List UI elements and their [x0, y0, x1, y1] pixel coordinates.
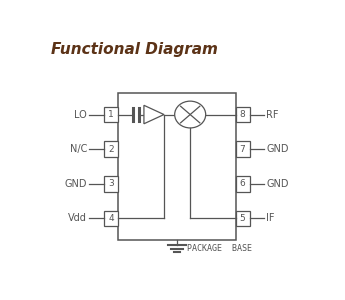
Bar — [236, 141, 249, 157]
Bar — [236, 176, 249, 192]
Text: 3: 3 — [108, 179, 114, 188]
Text: 6: 6 — [240, 179, 245, 188]
Bar — [104, 211, 118, 226]
Text: Vdd: Vdd — [68, 214, 87, 224]
Text: 2: 2 — [108, 145, 114, 154]
Bar — [104, 107, 118, 122]
Polygon shape — [144, 105, 164, 124]
Bar — [236, 211, 249, 226]
Circle shape — [175, 101, 206, 128]
Text: GND: GND — [65, 179, 87, 189]
Bar — [236, 107, 249, 122]
Text: 1: 1 — [108, 110, 114, 119]
Bar — [118, 93, 236, 240]
Text: RF: RF — [266, 110, 279, 119]
Text: 4: 4 — [108, 214, 114, 223]
Text: GND: GND — [266, 144, 289, 154]
Text: Functional Diagram: Functional Diagram — [51, 42, 218, 57]
Text: GND: GND — [266, 179, 289, 189]
Text: N/C: N/C — [70, 144, 87, 154]
Text: 8: 8 — [240, 110, 245, 119]
Text: 7: 7 — [240, 145, 245, 154]
Text: 5: 5 — [240, 214, 245, 223]
Bar — [104, 141, 118, 157]
Text: IF: IF — [266, 214, 275, 224]
Bar — [104, 176, 118, 192]
Text: PACKAGE  BASE: PACKAGE BASE — [187, 244, 252, 253]
Text: LO: LO — [75, 110, 87, 119]
